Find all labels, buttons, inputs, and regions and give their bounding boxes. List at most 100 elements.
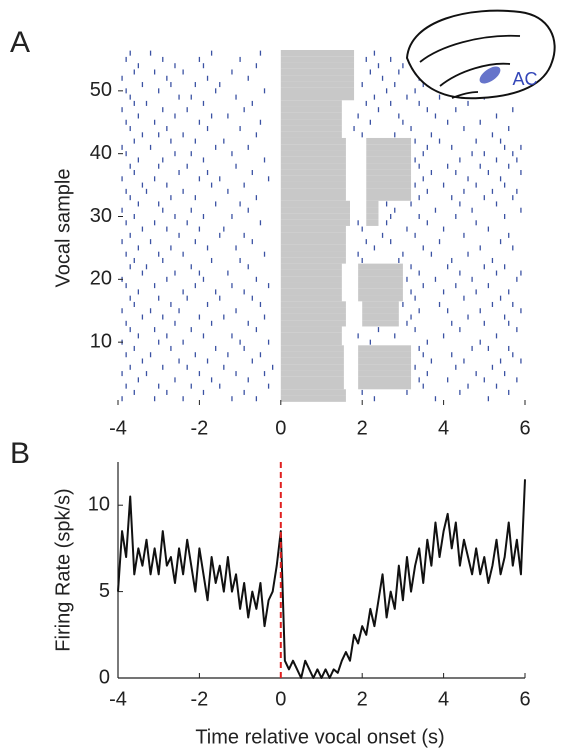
- vocal-segment: [280, 125, 342, 132]
- x-tick-label: -2: [191, 688, 209, 710]
- vocal-segment: [280, 389, 346, 396]
- vocal-segment: [280, 364, 344, 371]
- x-tick-label: -4: [109, 688, 127, 710]
- vocal-segment: [280, 181, 346, 189]
- vocal-segment: [280, 326, 342, 333]
- vocal-segment: [366, 188, 412, 195]
- vocal-segment: [280, 68, 355, 76]
- vocal-segment: [366, 175, 412, 182]
- vocal-segment: [280, 370, 344, 377]
- vocal-segment: [280, 62, 355, 69]
- vocal-segment: [366, 219, 379, 226]
- vocal-segment: [280, 351, 344, 358]
- vocal-segment: [280, 50, 355, 57]
- vocal-segment: [362, 313, 399, 321]
- vocal-segment: [366, 207, 379, 214]
- vocal-segment: [358, 269, 403, 277]
- y-tick-label: 30: [90, 205, 112, 227]
- vocal-segment: [280, 395, 346, 402]
- vocal-segment: [366, 200, 379, 208]
- inset-label: AC: [512, 69, 537, 89]
- vocal-segment: [366, 163, 412, 170]
- vocal-segment: [280, 188, 346, 195]
- vocal-segment: [280, 163, 346, 170]
- auditory-cortex: [479, 66, 501, 84]
- y-tick-label: 10: [88, 493, 110, 515]
- vocal-segment: [358, 370, 412, 377]
- vocal-segment: [280, 276, 342, 283]
- y-tick-label: 40: [90, 142, 112, 164]
- x-tick-label: 4: [438, 688, 449, 710]
- vocal-segment: [362, 320, 399, 327]
- x-tick-label: -4: [109, 417, 127, 439]
- x-tick-label: 0: [275, 688, 286, 710]
- vocal-segment: [358, 357, 412, 365]
- vocal-segment: [280, 288, 342, 296]
- vocal-segment: [280, 150, 346, 157]
- vocal-segment: [280, 156, 346, 164]
- raster-panel: -4 -2 0 2 4 6 10 20 30 40 50: [90, 50, 531, 439]
- y-tick-label: 5: [99, 580, 110, 602]
- vocal-segment: [358, 383, 412, 390]
- vocal-segment: [280, 100, 342, 107]
- vocal-segment: [358, 351, 412, 358]
- brain-sulcus: [439, 62, 511, 87]
- vocal-segment: [280, 200, 350, 208]
- vocal-segment: [366, 144, 412, 151]
- vocal-segment: [366, 194, 412, 201]
- y-axis-label: Vocal sample: [52, 169, 74, 288]
- vocal-segment: [280, 175, 346, 182]
- vocal-segment: [280, 376, 344, 384]
- brain-sulcus: [451, 91, 479, 99]
- vocal-segment: [280, 87, 355, 94]
- vocal-segment: [280, 269, 342, 277]
- vocal-segment: [280, 295, 342, 302]
- rate-panel: -4 -2 0 2 4 6 0 5 10: [88, 462, 531, 710]
- vocal-segment: [280, 307, 346, 314]
- vocal-segment: [280, 244, 346, 252]
- vocal-segment: [280, 131, 342, 138]
- rate-line: [117, 479, 526, 679]
- vocal-segment: [358, 364, 412, 371]
- x-tick-label: 6: [519, 417, 530, 439]
- vocal-segment: [358, 295, 403, 302]
- x-tick-label: -2: [191, 417, 209, 439]
- vocal-segment: [280, 251, 346, 258]
- vocal-segment: [280, 238, 346, 245]
- y-tick-label: 20: [90, 268, 112, 290]
- vocal-segment: [280, 106, 342, 113]
- vocal-segment: [280, 56, 355, 63]
- vocal-segment: [366, 181, 412, 189]
- y-tick-label: 10: [90, 330, 112, 352]
- vocal-segment: [358, 263, 403, 270]
- vocal-segment: [362, 307, 399, 314]
- vocal-segment: [280, 257, 346, 264]
- vocal-segment: [280, 339, 342, 346]
- vocal-segment: [280, 263, 342, 270]
- brain-sulcus: [419, 34, 521, 63]
- vocal-segment: [280, 81, 355, 88]
- y-tick-label: 50: [90, 79, 112, 101]
- vocal-segment: [366, 137, 412, 145]
- vocal-segment: [280, 232, 346, 239]
- brain-inset: AC: [405, 9, 556, 100]
- x-axis-label: Time relative vocal onset (s): [195, 726, 444, 748]
- vocal-segment: [280, 282, 342, 289]
- vocal-segment: [280, 169, 346, 176]
- vocal-segment: [280, 75, 355, 82]
- vocal-segment: [358, 288, 403, 296]
- vocal-segment: [280, 194, 346, 201]
- vocal-segment: [280, 112, 342, 120]
- y-tick-label: 0: [99, 666, 110, 688]
- x-tick-label: 0: [275, 417, 286, 439]
- vocal-segment: [280, 93, 355, 101]
- vocal-segment: [366, 169, 412, 176]
- panel-label: B: [10, 437, 30, 470]
- vocal-segment: [280, 213, 350, 220]
- vocal-segment: [280, 207, 350, 214]
- vocal-segment: [366, 213, 379, 220]
- vocal-segment: [280, 137, 346, 145]
- vocal-segment: [280, 383, 344, 390]
- vocal-segment: [280, 320, 346, 327]
